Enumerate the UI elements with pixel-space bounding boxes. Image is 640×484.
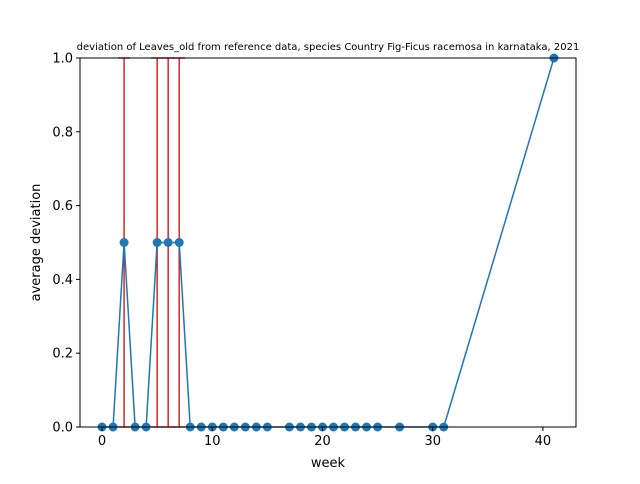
x-axis-label: week [311,456,346,471]
plot-area [97,53,559,432]
y-tick-label: 0.6 [52,199,73,214]
y-axis-label: average deviation [29,184,44,302]
x-tick-label: 40 [535,434,552,449]
x-tick-label: 20 [314,434,331,449]
x-tick-label: 10 [204,434,221,449]
chart-title: deviation of Leaves_old from reference d… [77,42,580,53]
data-point [152,238,162,247]
y-tick-label: 0.2 [52,347,73,362]
data-point [174,238,184,247]
data-point [163,238,173,247]
plot-frame [79,57,577,428]
y-tick-label: 0.8 [52,125,73,140]
x-tick-label: 30 [424,434,441,449]
y-tick-label: 1.0 [52,52,73,67]
y-tick-label: 0.4 [52,273,73,288]
y-tick-label: 0.0 [52,421,73,436]
x-tick-label: 0 [98,434,106,449]
x-axis: 0 10 20 30 40 [98,427,551,449]
data-point [119,238,129,247]
y-axis: 0.0 0.2 0.4 0.6 0.8 1.0 [52,52,80,436]
